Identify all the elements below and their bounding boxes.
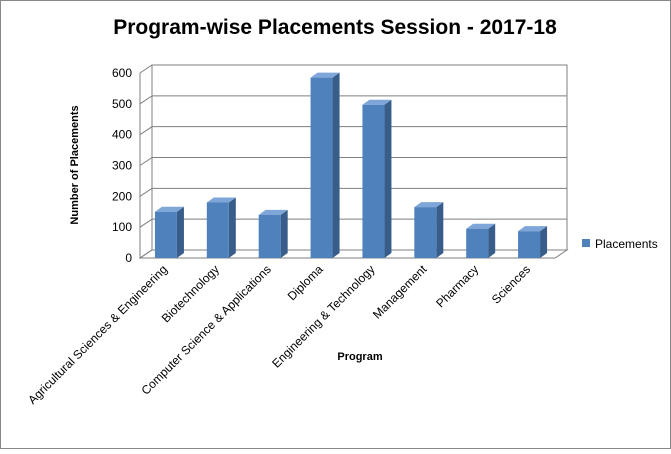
bar-front — [154, 211, 177, 258]
y-tick-label: 500 — [112, 97, 132, 111]
y-tick-label: 200 — [112, 189, 132, 203]
bar-top — [310, 72, 340, 78]
bar-front — [518, 231, 541, 258]
bar-top — [362, 99, 392, 105]
bar-side — [384, 99, 392, 258]
bar-front — [206, 202, 229, 258]
bar-side — [540, 226, 548, 258]
bar-front — [466, 228, 489, 258]
bar — [310, 72, 340, 258]
y-tick-label: 0 — [125, 251, 132, 265]
x-axis-title: Program — [337, 351, 382, 363]
bar-side — [332, 72, 340, 258]
bar-front — [362, 104, 385, 258]
bar — [154, 206, 184, 258]
bar-front — [310, 77, 333, 258]
bar-side — [280, 209, 288, 258]
bar — [206, 197, 236, 258]
y-tick-label: 400 — [112, 128, 132, 142]
bar-top — [414, 202, 444, 208]
y-axis-title: Number of Placements — [69, 105, 81, 224]
bar-front — [414, 207, 437, 258]
grid-line — [139, 126, 567, 136]
bar-top — [466, 223, 496, 229]
legend-label: Placements — [595, 237, 658, 251]
bar — [518, 226, 548, 258]
grid-line — [139, 157, 567, 166]
grid-line — [139, 187, 567, 197]
bar-front — [258, 214, 281, 258]
grid-line — [139, 64, 567, 74]
bar — [466, 223, 496, 258]
y-tick-label: 300 — [112, 159, 132, 173]
bar-side — [228, 197, 236, 258]
y-tick-label: 600 — [112, 66, 132, 80]
bar-side — [488, 223, 496, 258]
bar-side — [436, 202, 444, 258]
chart-title: Program-wise Placements Session - 2017-1… — [113, 16, 557, 39]
bar-side — [176, 206, 184, 258]
legend-swatch — [582, 239, 590, 247]
grid-line — [139, 95, 567, 105]
bar — [414, 202, 444, 258]
bar — [362, 99, 392, 258]
bar-top — [206, 197, 236, 203]
bar — [258, 209, 288, 258]
bar-top — [518, 226, 548, 232]
bar-top — [258, 209, 288, 215]
bar-top — [154, 206, 184, 212]
y-tick-label: 100 — [112, 220, 132, 234]
